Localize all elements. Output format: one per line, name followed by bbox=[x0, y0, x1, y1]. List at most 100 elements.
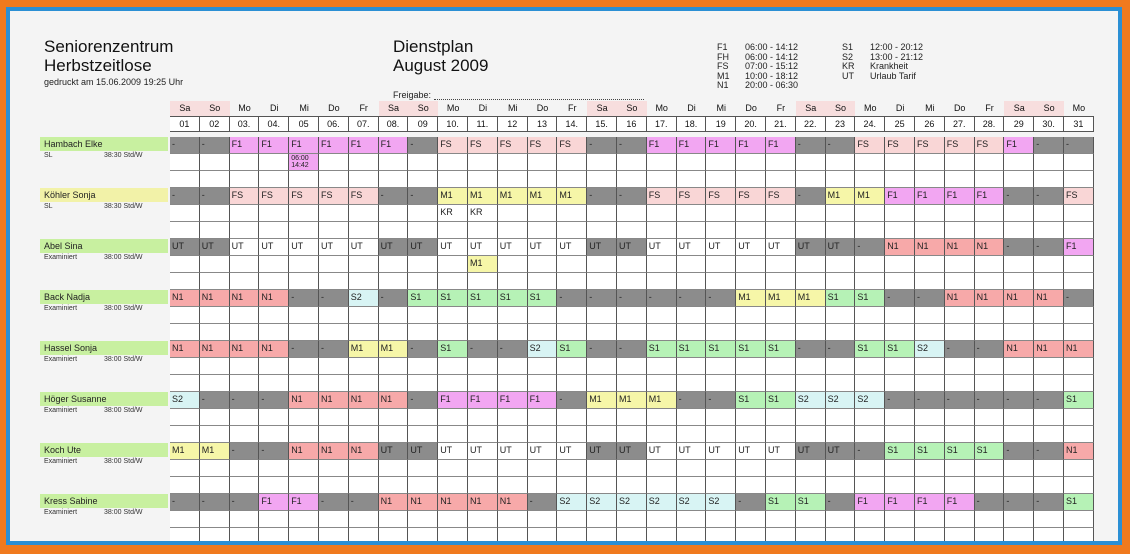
shift-cell[interactable] bbox=[408, 307, 439, 324]
shift-cell[interactable] bbox=[319, 426, 349, 443]
shift-cell[interactable] bbox=[944, 171, 975, 188]
shift-cell[interactable]: - bbox=[587, 290, 617, 307]
shift-cell[interactable] bbox=[706, 171, 737, 188]
shift-cell[interactable] bbox=[617, 256, 647, 273]
shift-cell[interactable]: - bbox=[1004, 239, 1035, 256]
shift-cell[interactable] bbox=[1064, 256, 1094, 273]
shift-cell[interactable] bbox=[944, 358, 975, 375]
shift-cell[interactable]: S2 bbox=[855, 392, 886, 409]
shift-cell[interactable] bbox=[527, 222, 558, 239]
shift-cell[interactable]: N1 bbox=[170, 290, 200, 307]
shift-cell[interactable]: UT bbox=[736, 239, 766, 256]
shift-cell[interactable]: - bbox=[170, 137, 200, 154]
shift-cell[interactable] bbox=[259, 409, 290, 426]
shift-cell[interactable] bbox=[557, 460, 588, 477]
shift-cell[interactable] bbox=[706, 409, 737, 426]
shift-cell[interactable] bbox=[1004, 409, 1035, 426]
shift-cell[interactable] bbox=[229, 273, 260, 290]
shift-cell[interactable] bbox=[259, 511, 290, 528]
shift-cell[interactable] bbox=[229, 511, 260, 528]
shift-cell[interactable] bbox=[557, 205, 588, 222]
shift-cell[interactable] bbox=[438, 307, 468, 324]
shift-cell[interactable] bbox=[229, 409, 260, 426]
shift-cell[interactable]: UT bbox=[646, 443, 677, 460]
shift-cell[interactable] bbox=[468, 154, 498, 171]
shift-cell[interactable] bbox=[408, 511, 439, 528]
shift-cell[interactable] bbox=[646, 528, 677, 541]
shift-cell[interactable] bbox=[199, 426, 230, 443]
shift-cell[interactable] bbox=[289, 409, 319, 426]
shift-cell[interactable] bbox=[766, 154, 796, 171]
shift-cell[interactable] bbox=[646, 358, 677, 375]
shift-cell[interactable] bbox=[527, 205, 558, 222]
shift-cell[interactable]: FS bbox=[855, 137, 886, 154]
shift-cell[interactable]: UT bbox=[438, 443, 468, 460]
shift-cell[interactable] bbox=[915, 171, 945, 188]
shift-cell[interactable]: FS bbox=[438, 137, 468, 154]
shift-cell[interactable] bbox=[915, 528, 945, 541]
shift-cell[interactable]: N1 bbox=[915, 239, 945, 256]
shift-cell[interactable]: UT bbox=[438, 239, 468, 256]
shift-cell[interactable] bbox=[676, 358, 707, 375]
shift-cell[interactable]: S1 bbox=[497, 290, 528, 307]
shift-cell[interactable] bbox=[885, 409, 915, 426]
shift-cell[interactable] bbox=[199, 222, 230, 239]
shift-cell[interactable]: UT bbox=[766, 443, 796, 460]
shift-cell[interactable]: S1 bbox=[766, 494, 796, 511]
shift-cell[interactable] bbox=[348, 154, 379, 171]
shift-cell[interactable]: S2 bbox=[617, 494, 647, 511]
shift-cell[interactable] bbox=[974, 171, 1005, 188]
shift-cell[interactable] bbox=[706, 528, 737, 541]
shift-cell[interactable] bbox=[170, 324, 200, 341]
shift-cell[interactable] bbox=[229, 426, 260, 443]
shift-cell[interactable]: F1 bbox=[915, 494, 945, 511]
shift-cell[interactable]: - bbox=[736, 494, 766, 511]
shift-cell[interactable] bbox=[229, 154, 260, 171]
shift-cell[interactable] bbox=[766, 426, 796, 443]
shift-cell[interactable] bbox=[1064, 477, 1094, 494]
shift-cell[interactable] bbox=[974, 307, 1005, 324]
shift-cell[interactable]: N1 bbox=[885, 239, 915, 256]
shift-cell[interactable]: - bbox=[1034, 494, 1064, 511]
shift-cell[interactable] bbox=[795, 426, 826, 443]
shift-cell[interactable] bbox=[199, 460, 230, 477]
shift-cell[interactable] bbox=[646, 409, 677, 426]
shift-cell[interactable] bbox=[1004, 307, 1035, 324]
shift-cell[interactable] bbox=[617, 460, 647, 477]
shift-cell[interactable]: FS bbox=[557, 137, 588, 154]
shift-cell[interactable] bbox=[378, 511, 409, 528]
shift-cell[interactable] bbox=[676, 256, 707, 273]
shift-cell[interactable] bbox=[378, 477, 409, 494]
shift-cell[interactable]: S1 bbox=[557, 341, 588, 358]
shift-cell[interactable] bbox=[438, 511, 468, 528]
shift-cell[interactable] bbox=[766, 273, 796, 290]
shift-cell[interactable] bbox=[497, 256, 528, 273]
shift-cell[interactable] bbox=[646, 477, 677, 494]
shift-cell[interactable]: N1 bbox=[408, 494, 439, 511]
shift-cell[interactable]: UT bbox=[289, 239, 319, 256]
shift-cell[interactable] bbox=[378, 358, 409, 375]
shift-cell[interactable]: UT bbox=[468, 239, 498, 256]
shift-cell[interactable] bbox=[885, 426, 915, 443]
shift-cell[interactable] bbox=[825, 307, 856, 324]
shift-cell[interactable] bbox=[736, 222, 766, 239]
shift-cell[interactable]: M1 bbox=[736, 290, 766, 307]
shift-cell[interactable] bbox=[170, 154, 200, 171]
shift-cell[interactable] bbox=[617, 222, 647, 239]
shift-cell[interactable] bbox=[795, 477, 826, 494]
shift-cell[interactable] bbox=[1004, 477, 1035, 494]
shift-cell[interactable] bbox=[974, 460, 1005, 477]
shift-cell[interactable] bbox=[646, 324, 677, 341]
shift-cell[interactable] bbox=[319, 358, 349, 375]
shift-cell[interactable] bbox=[319, 511, 349, 528]
shift-cell[interactable]: FS bbox=[885, 137, 915, 154]
shift-cell[interactable] bbox=[438, 256, 468, 273]
shift-cell[interactable]: - bbox=[646, 290, 677, 307]
shift-cell[interactable]: UT bbox=[170, 239, 200, 256]
shift-cell[interactable] bbox=[676, 409, 707, 426]
shift-cell[interactable] bbox=[885, 273, 915, 290]
shift-cell[interactable] bbox=[885, 460, 915, 477]
shift-cell[interactable]: - bbox=[259, 392, 290, 409]
shift-cell[interactable]: UT bbox=[766, 239, 796, 256]
shift-cell[interactable] bbox=[557, 358, 588, 375]
